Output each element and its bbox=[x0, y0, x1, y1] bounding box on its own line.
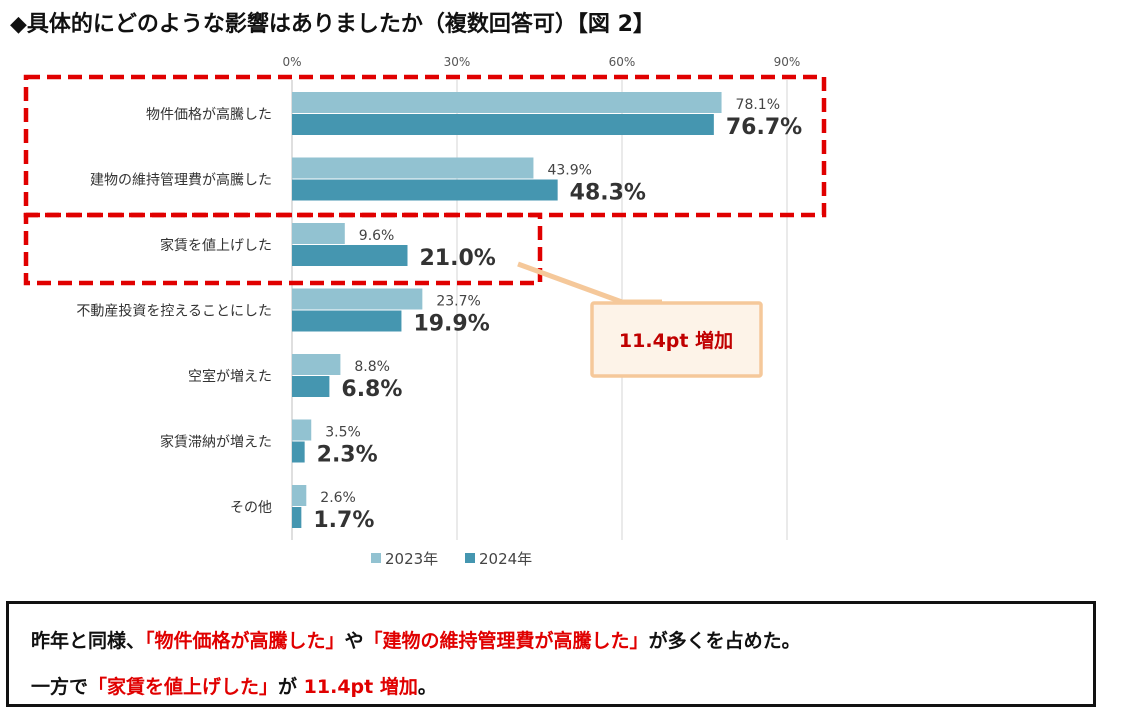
category-label: 家賃滞納が増えた bbox=[160, 434, 272, 451]
data-label-2024: 76.7% bbox=[726, 115, 802, 140]
summary-text: 。 bbox=[417, 676, 437, 698]
x-tick-label: 0% bbox=[282, 55, 301, 69]
x-tick-label: 60% bbox=[609, 55, 636, 69]
category-label: 空室が増えた bbox=[188, 368, 272, 385]
category-label: 不動産投資を控えることにした bbox=[76, 304, 272, 320]
bar-2023 bbox=[292, 354, 341, 375]
bar-2023 bbox=[292, 288, 423, 310]
data-label-2023: 9.6% bbox=[359, 228, 395, 244]
bar-2024 bbox=[292, 310, 402, 332]
data-label-2024: 2.3% bbox=[317, 443, 378, 468]
category-label: その他 bbox=[230, 500, 272, 516]
x-tick-label: 90% bbox=[774, 55, 801, 69]
legend-swatch-2023 bbox=[371, 553, 381, 563]
summary-line-1: 昨年と同様、「物件価格が高騰した」や「建物の維持管理費が高騰した」が多くを占めた… bbox=[31, 626, 801, 653]
summary-text: 昨年と同様、 bbox=[31, 630, 146, 652]
bar-2024 bbox=[292, 245, 408, 266]
bar-2023 bbox=[292, 485, 307, 506]
summary-highlight: 「物件価格が高騰した」 bbox=[145, 630, 345, 652]
callout-pointer bbox=[517, 261, 662, 305]
summary-line-2: 一方で「家賃を値上げした」が 11.4pt 増加。 bbox=[31, 672, 437, 699]
summary-highlight: 11.4pt 増加 bbox=[303, 676, 418, 698]
bar-2023 bbox=[292, 157, 534, 179]
x-tick-label: 30% bbox=[444, 55, 471, 69]
page-title: ◆具体的にどのような影響はありましたか（複数回答可）【図 2】 bbox=[10, 12, 655, 37]
summary-text: が bbox=[278, 676, 304, 698]
summary-box: 昨年と同様、「物件価格が高騰した」や「建物の維持管理費が高騰した」が多くを占めた… bbox=[6, 601, 1096, 707]
bar-2023 bbox=[292, 419, 312, 441]
data-label-2024: 6.8% bbox=[341, 377, 402, 402]
legend-label-2024: 2024年 bbox=[479, 550, 532, 568]
bar-2024 bbox=[292, 114, 714, 135]
bar-2024 bbox=[292, 441, 305, 463]
data-label-2023: 2.6% bbox=[320, 490, 356, 506]
bar-chart: 0% 30% 60% 90% 物件価格が高騰した 78.1% 76.7% 建物の維持管理費が高… bbox=[23, 55, 827, 568]
data-label-2024: 48.3% bbox=[570, 181, 646, 206]
callout-text: 11.4pt 増加 bbox=[619, 329, 733, 352]
data-label-2024: 1.7% bbox=[313, 508, 374, 533]
bar-2024 bbox=[292, 179, 558, 201]
data-label-2024: 19.9% bbox=[413, 312, 489, 337]
summary-text: 一方で bbox=[31, 676, 89, 698]
bar-2024 bbox=[292, 507, 302, 528]
data-label-2024: 21.0% bbox=[420, 246, 496, 271]
data-label-2023: 78.1% bbox=[736, 97, 780, 113]
highlight-box-row-3 bbox=[23, 212, 543, 286]
data-label-2023: 8.8% bbox=[354, 359, 390, 375]
data-label-2023: 3.5% bbox=[325, 425, 361, 441]
callout-box bbox=[590, 301, 763, 378]
summary-text: が多くを占めた。 bbox=[648, 630, 801, 652]
data-label-2023: 43.9% bbox=[547, 163, 591, 179]
legend-label-2023: 2023年 bbox=[385, 550, 438, 568]
data-label-2023: 23.7% bbox=[436, 294, 480, 310]
category-label: 建物の維持管理費が高騰した bbox=[90, 172, 272, 189]
bar-2023 bbox=[292, 223, 345, 244]
summary-highlight: 「建物の維持管理費が高騰した」 bbox=[363, 630, 649, 652]
summary-text: や bbox=[344, 630, 364, 652]
bar-2023 bbox=[292, 92, 722, 113]
legend-swatch-2024 bbox=[465, 553, 475, 563]
bar-2024 bbox=[292, 376, 330, 397]
category-label: 物件価格が高騰した bbox=[146, 106, 272, 123]
category-label: 家賃を値上げした bbox=[160, 237, 272, 254]
summary-highlight: 「家賃を値上げした」 bbox=[88, 676, 279, 698]
